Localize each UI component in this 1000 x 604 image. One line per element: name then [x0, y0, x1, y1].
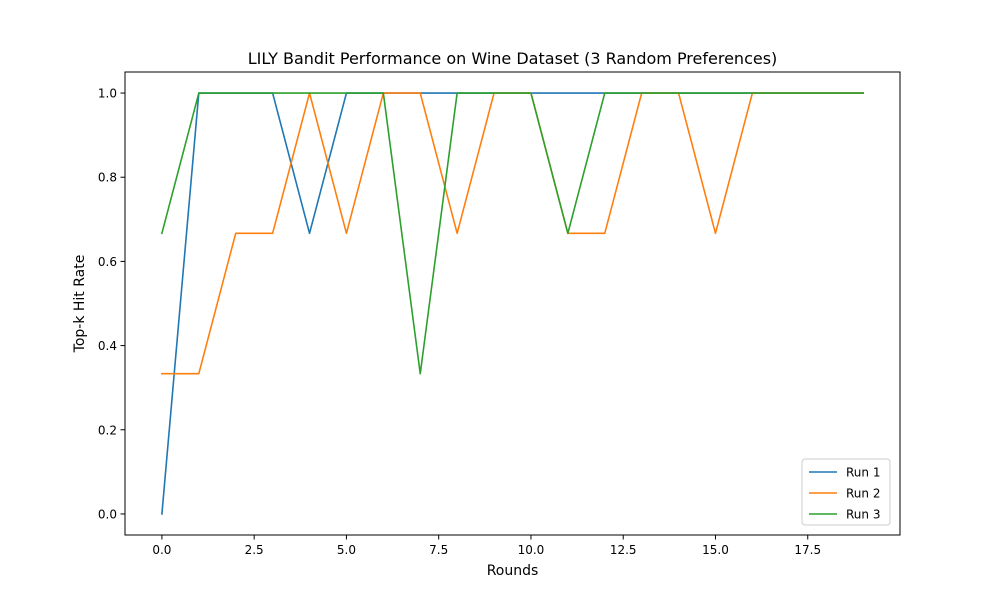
x-tick-label: 2.5 [245, 543, 264, 557]
x-tick-label: 10.0 [518, 543, 545, 557]
y-tick-label: 0.4 [98, 339, 117, 353]
y-tick-label: 0.2 [98, 423, 117, 437]
y-tick-label: 1.0 [98, 87, 117, 101]
y-tick-label: 0.0 [98, 507, 117, 521]
plot-area [124, 71, 901, 536]
x-tick-label: 15.0 [702, 543, 729, 557]
y-tick-label: 0.8 [98, 171, 117, 185]
legend-box [801, 458, 891, 526]
y-tick-label: 0.6 [98, 255, 117, 269]
x-tick-label: 7.5 [429, 543, 448, 557]
x-axis-label: Rounds [487, 563, 539, 579]
x-tick-label: 17.5 [794, 543, 821, 557]
series-line-run-3 [160, 92, 864, 375]
series-layer [160, 92, 864, 515]
x-tick-label: 5.0 [337, 543, 356, 557]
legend: Run 1 Run 2 Run 3 [801, 458, 891, 526]
plot-background [125, 72, 900, 535]
plot-frame [124, 71, 901, 536]
x-tick-label: 0.0 [152, 543, 171, 557]
x-axis: 0.0 2.5 5.0 7.5 10.0 12.5 15.0 17.5 [152, 535, 821, 557]
x-tick-label: 12.5 [610, 543, 637, 557]
legend-label-run-2: Run 2 [846, 487, 880, 501]
y-axis: 0.0 0.2 0.4 0.6 0.8 1.0 [98, 87, 125, 521]
legend-label-run-1: Run 1 [846, 466, 880, 480]
chart-title: LILY Bandit Performance on Wine Dataset … [248, 49, 778, 68]
y-axis-label: Top-k Hit Rate [72, 255, 88, 354]
legend-label-run-3: Run 3 [846, 508, 880, 522]
